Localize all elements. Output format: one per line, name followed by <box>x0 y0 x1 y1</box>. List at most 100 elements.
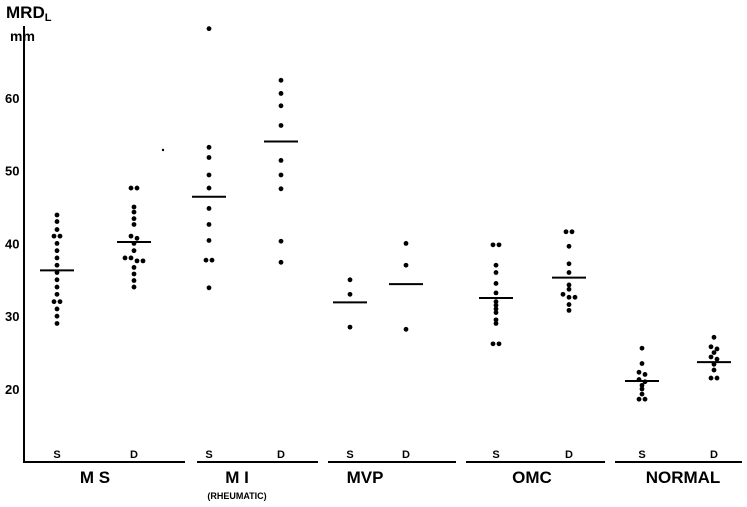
data-point <box>54 255 60 261</box>
baseline-gap <box>185 459 197 465</box>
data-point <box>566 282 572 288</box>
data-point <box>493 302 499 308</box>
data-point <box>278 77 284 83</box>
group-note: (RHEUMATIC) <box>207 491 266 501</box>
data-point <box>714 346 720 352</box>
data-point <box>560 291 566 297</box>
data-point <box>278 103 284 109</box>
data-point <box>54 219 60 224</box>
baseline-gap <box>318 459 328 465</box>
data-point <box>206 155 212 160</box>
data-point <box>493 299 499 305</box>
subgroup-label: S <box>346 449 353 461</box>
data-point <box>639 382 645 388</box>
data-point <box>493 290 499 296</box>
data-point <box>51 299 57 305</box>
baseline-gap <box>456 459 466 465</box>
data-point <box>51 233 57 239</box>
data-point <box>54 262 60 268</box>
data-point <box>57 233 63 239</box>
data-marks <box>40 26 731 402</box>
data-point <box>140 258 146 264</box>
data-point <box>493 317 499 323</box>
group-label: OMC <box>512 468 552 487</box>
data-point <box>403 241 409 246</box>
data-point <box>347 277 353 283</box>
data-point <box>131 222 137 227</box>
data-point <box>54 291 60 297</box>
data-point <box>642 372 648 377</box>
data-point <box>278 238 284 244</box>
data-point <box>54 248 60 254</box>
data-point <box>566 270 572 275</box>
subgroup-label: S <box>638 449 645 461</box>
data-point <box>54 277 60 283</box>
subgroup-label: S <box>205 449 212 461</box>
data-point <box>636 396 642 402</box>
data-point <box>490 242 496 248</box>
data-point <box>131 209 137 215</box>
stray-mark <box>161 148 165 152</box>
group-label: M I <box>225 468 249 487</box>
data-point <box>278 172 284 178</box>
data-point <box>711 350 717 355</box>
data-point <box>569 229 575 235</box>
y-ticks: 20 30 40 50 60 <box>5 91 19 397</box>
subgroup-label: D <box>402 449 410 461</box>
data-point <box>206 222 212 227</box>
subgroup-label: D <box>277 449 285 461</box>
data-point <box>714 375 720 381</box>
y-axis-title: MRDL <box>6 3 52 24</box>
data-point <box>563 229 569 235</box>
data-point <box>278 158 284 163</box>
y-tick-label: 60 <box>5 91 19 106</box>
data-point <box>708 344 714 350</box>
data-point <box>209 257 215 263</box>
y-tick-label: 20 <box>5 382 19 397</box>
data-point <box>54 241 60 246</box>
y-tick-label: 50 <box>5 164 19 179</box>
data-point <box>566 243 572 249</box>
data-point <box>711 367 717 373</box>
data-point <box>493 306 499 312</box>
y-tick-label: 40 <box>5 236 19 251</box>
data-point <box>566 294 572 300</box>
data-point <box>493 270 499 275</box>
data-point <box>278 259 284 265</box>
data-point <box>134 235 140 241</box>
data-point <box>642 396 648 402</box>
data-point <box>493 321 499 326</box>
data-point <box>203 257 209 263</box>
data-point <box>566 302 572 307</box>
data-point <box>128 255 134 261</box>
data-point <box>278 186 284 192</box>
data-point <box>566 286 572 292</box>
group-labels: M S M I (RHEUMATIC) MVP OMC NORMAL <box>80 468 720 501</box>
data-point <box>639 361 645 366</box>
data-point <box>708 375 714 381</box>
data-point <box>54 313 60 319</box>
data-point <box>134 258 140 264</box>
group-label: NORMAL <box>646 468 721 487</box>
data-point <box>403 326 409 332</box>
y-axis-unit: mm <box>10 28 35 44</box>
data-point <box>54 321 60 326</box>
y-axis-title-main: MRD <box>6 3 45 22</box>
data-point <box>54 212 60 218</box>
data-point <box>131 271 137 277</box>
data-point <box>206 285 212 291</box>
data-point <box>493 310 499 315</box>
y-axis-title-subscript: L <box>45 12 52 24</box>
subgroup-label: D <box>130 449 138 461</box>
data-point <box>206 172 212 178</box>
y-tick-label: 30 <box>5 309 19 324</box>
data-point <box>131 278 137 283</box>
data-point <box>639 391 645 397</box>
data-point <box>134 185 140 191</box>
subgroup-label: S <box>492 449 499 461</box>
data-point <box>490 341 496 347</box>
data-point <box>131 216 137 222</box>
data-point <box>122 255 128 261</box>
